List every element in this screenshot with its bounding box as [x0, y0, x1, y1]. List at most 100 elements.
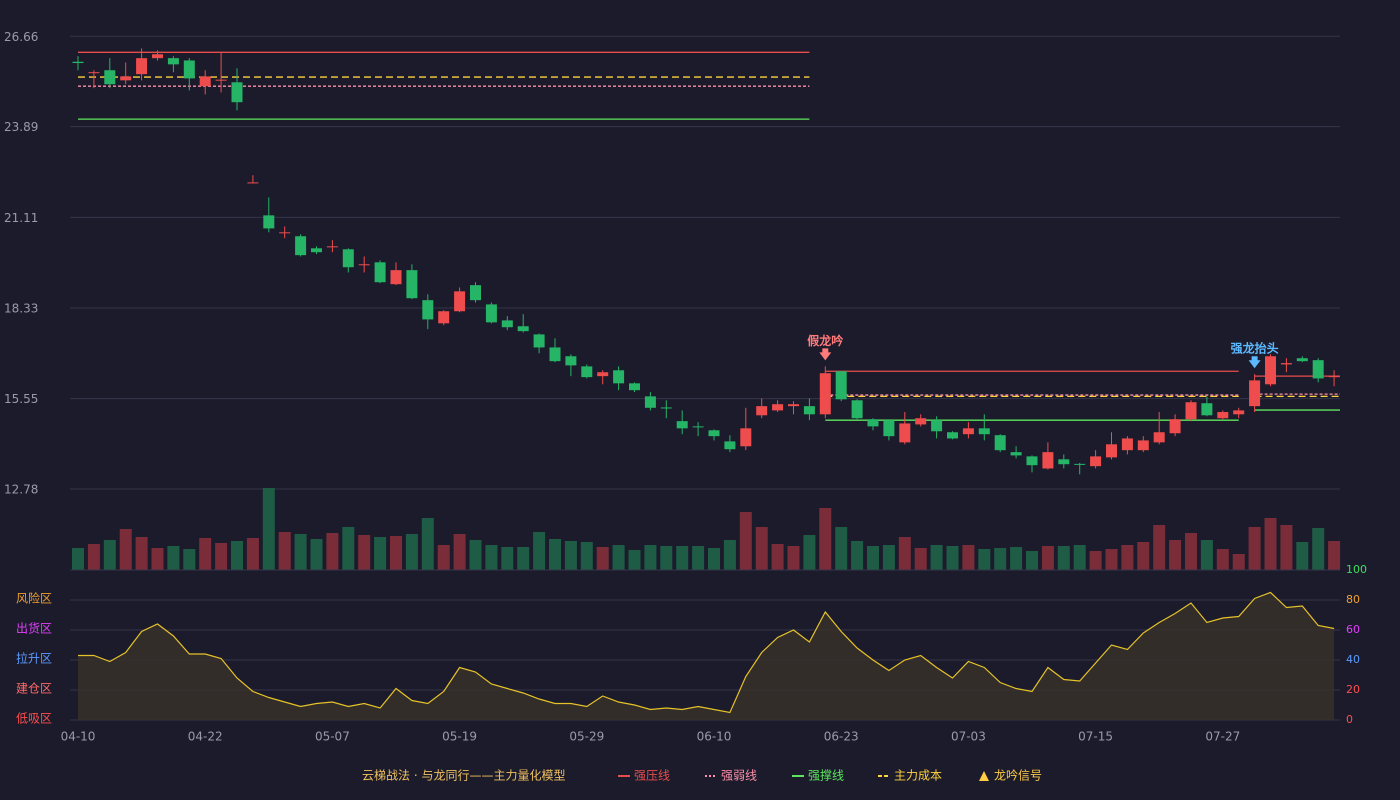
signal-label: 假龙吟: [807, 333, 843, 348]
volume-bar: [199, 538, 212, 570]
candle-body: [72, 61, 84, 64]
volume-bar: [1089, 551, 1102, 570]
candle-body: [597, 372, 609, 377]
volume-bar: [564, 541, 577, 570]
volume-bar: [390, 536, 402, 570]
y2-tick-label: 20: [1346, 683, 1360, 696]
candle-body: [772, 404, 784, 411]
x-tick-label: 05-07: [315, 730, 350, 744]
volume-bar: [1248, 527, 1261, 570]
zone-label: 低吸区: [16, 712, 52, 726]
candle-body: [470, 285, 481, 301]
volume-bar: [882, 545, 895, 570]
volume-bar: [978, 549, 991, 570]
volume-bar: [1312, 528, 1325, 570]
volume-bar: [1328, 541, 1341, 570]
x-tick-label: 04-10: [61, 730, 96, 744]
candle-body: [1312, 360, 1324, 379]
candle-body: [215, 79, 227, 81]
candle-body: [629, 383, 640, 391]
candle-body: [788, 404, 799, 407]
volume-bar: [215, 543, 228, 570]
y-tick-label: 15.55: [4, 392, 38, 406]
volume-bar: [803, 535, 816, 570]
candle-body: [1058, 459, 1070, 465]
x-tick-label: 05-29: [569, 730, 604, 744]
volume-bar: [485, 545, 498, 570]
candle-body: [1296, 358, 1308, 362]
candle-body: [1121, 438, 1133, 451]
volume-bar: [374, 537, 387, 570]
volume-bar: [580, 542, 593, 570]
candle-body: [931, 420, 943, 432]
volume-bar: [469, 540, 482, 570]
y2-tick-label: 80: [1346, 593, 1360, 606]
volume-bar: [151, 548, 164, 570]
volume-bar: [358, 535, 371, 570]
candle-body: [835, 371, 847, 400]
y-tick-label: 21.11: [4, 211, 38, 225]
x-tick-label: 05-19: [442, 730, 477, 744]
y-tick-label: 26.66: [4, 30, 38, 44]
volume-bar: [167, 546, 180, 570]
volume-bar: [517, 547, 530, 570]
volume-bar: [262, 488, 275, 570]
candle-body: [660, 407, 672, 409]
candle-body: [581, 366, 593, 378]
candle-body: [406, 270, 418, 299]
candle-body: [342, 249, 354, 268]
volume-bar: [231, 541, 243, 570]
candle-body: [1010, 452, 1022, 456]
candle-body: [120, 76, 132, 81]
zone-label: 建仓区: [16, 682, 52, 696]
candle-body: [454, 291, 466, 312]
candle-body: [1201, 403, 1213, 416]
volume-bar: [1280, 525, 1293, 570]
candle-body: [390, 270, 402, 285]
candle-body: [899, 423, 911, 443]
volume-bar: [851, 541, 864, 570]
volume-bar: [755, 527, 768, 570]
volume-bar: [819, 508, 832, 570]
candle-body: [1106, 444, 1117, 458]
volume-bar: [1185, 533, 1197, 570]
volume-bar: [1026, 551, 1038, 570]
y2-tick-label: 60: [1346, 623, 1360, 636]
volume-bar: [771, 544, 784, 570]
candle-body: [803, 406, 815, 415]
volume-bar: [310, 539, 323, 570]
legend-label: 强压线: [634, 769, 670, 783]
volume-bar: [246, 538, 259, 570]
candle-body: [1042, 452, 1054, 469]
candle-body: [279, 232, 291, 234]
candle-body: [358, 264, 370, 266]
candle-body: [978, 428, 990, 435]
candle-body: [247, 182, 259, 184]
volume-bar: [1057, 546, 1070, 570]
x-tick-label: 06-10: [697, 730, 732, 744]
volume-bar: [787, 546, 800, 570]
signal-label: 强龙抬头: [1231, 341, 1279, 356]
legend-label: 龙吟信号: [994, 768, 1042, 783]
candle-body: [1265, 356, 1276, 385]
candle-body: [533, 334, 545, 348]
candle-body: [756, 406, 768, 416]
legend-swatch: [979, 771, 989, 781]
volume-bar: [628, 550, 641, 570]
candle-body: [485, 304, 497, 323]
candle-body: [1090, 456, 1102, 467]
candle-body: [692, 426, 704, 428]
candle-body: [231, 82, 243, 103]
candle-body: [644, 396, 656, 408]
legend-label: 主力成本: [894, 769, 942, 783]
volume-bar: [278, 532, 291, 570]
volume-bar: [326, 533, 339, 570]
volume-bar: [1200, 540, 1213, 570]
candle-body: [136, 58, 148, 75]
candle-body: [851, 400, 863, 419]
signal-arrow: [1248, 356, 1261, 369]
volume-bar: [930, 545, 943, 570]
volume-bar: [453, 534, 466, 570]
volume-bar: [342, 527, 355, 570]
volume-bar: [946, 546, 959, 570]
